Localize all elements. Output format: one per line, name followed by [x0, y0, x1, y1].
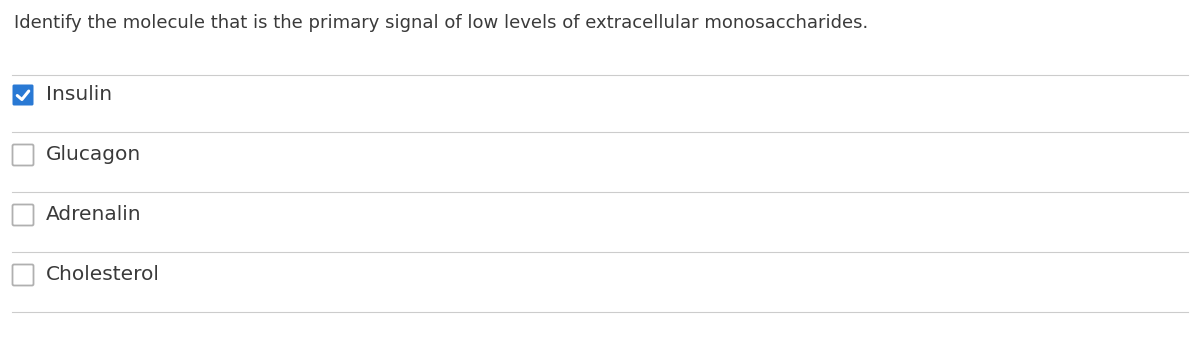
Text: Identify the molecule that is the primary signal of low levels of extracellular : Identify the molecule that is the primar… — [14, 14, 869, 32]
FancyBboxPatch shape — [12, 204, 34, 226]
Text: Insulin: Insulin — [46, 86, 112, 105]
FancyBboxPatch shape — [12, 144, 34, 165]
Text: Glucagon: Glucagon — [46, 146, 142, 164]
Text: Cholesterol: Cholesterol — [46, 266, 160, 284]
FancyBboxPatch shape — [12, 265, 34, 286]
FancyBboxPatch shape — [12, 85, 34, 106]
Text: Adrenalin: Adrenalin — [46, 205, 142, 225]
